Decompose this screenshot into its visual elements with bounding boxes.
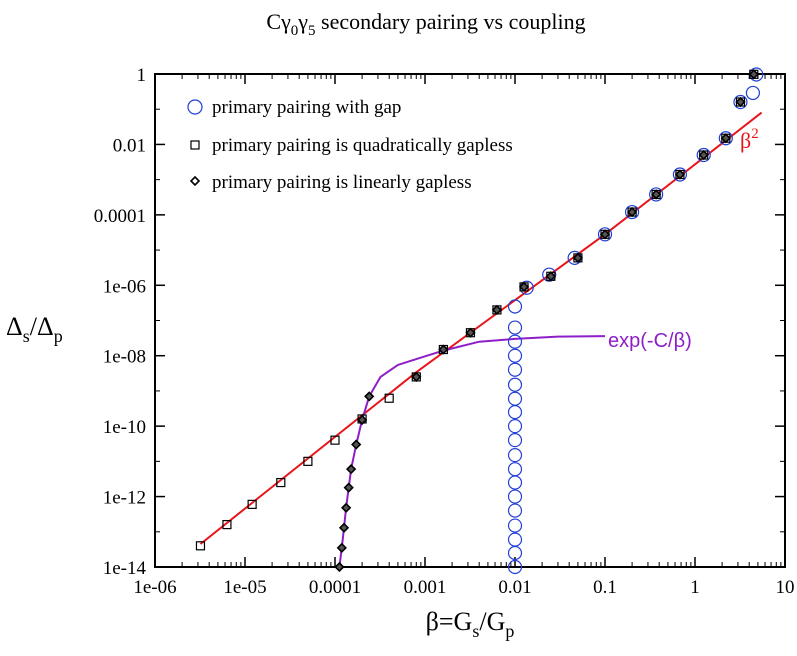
legend-item-gap: primary pairing with gap	[187, 97, 401, 118]
linear-diamond-marker	[651, 189, 662, 200]
linear-diamond-marker	[364, 391, 375, 402]
gap-circle-marker	[733, 94, 748, 110]
quadratic-square-marker	[330, 435, 340, 445]
linear-diamond-marker	[698, 149, 709, 161]
linear-diamond-marker	[545, 271, 556, 282]
gap-circle-marker	[507, 405, 523, 420]
x-tick-label: 10	[776, 577, 795, 598]
legend-diamond-marker	[189, 175, 201, 187]
gap-circle-marker	[507, 518, 523, 533]
linear-diamond-marker	[599, 229, 611, 240]
legend-circle-marker	[187, 99, 203, 115]
linear-diamond-marker	[438, 344, 449, 355]
quadratic-square-marker	[247, 499, 257, 509]
x-tick-label: 0.01	[498, 577, 531, 598]
y-tick-label: 1e-12	[103, 488, 146, 509]
quadratic-square-marker	[384, 393, 394, 403]
exp-curve	[338, 335, 606, 568]
linear-diamond-marker	[343, 482, 354, 493]
gap-circle-marker	[649, 187, 664, 202]
linear-diamond-marker	[341, 502, 352, 513]
gap-circle-marker	[507, 559, 523, 575]
gap-circle-marker	[507, 448, 523, 463]
linear-diamond-marker	[491, 304, 503, 316]
x-tick-label: 0.0001	[309, 577, 361, 598]
linear-diamond-marker	[334, 561, 345, 573]
y-tick-label: 1e-10	[103, 417, 146, 438]
gap-circle-marker	[507, 320, 523, 335]
gap-circle-marker	[507, 462, 523, 477]
gap-circle-marker	[597, 227, 613, 242]
gap-circle-marker	[507, 419, 523, 434]
gap-circle-marker	[718, 131, 733, 146]
x-tick-label: 1	[690, 577, 700, 598]
gap-circle-marker	[696, 147, 711, 163]
linear-diamond-marker	[356, 414, 368, 426]
y-tick-labels: 1 0.01 0.0001 1e-06 1e-08 1e-10 1e-12 1e-14	[94, 65, 147, 579]
y-tick-label: 1	[137, 65, 147, 86]
gap-circle-marker	[507, 433, 523, 448]
x-tick-label: 0.001	[404, 577, 447, 598]
linear-diamond-marker	[572, 252, 584, 264]
gap-circle-marker	[542, 267, 557, 282]
gap-circle-marker	[624, 204, 640, 220]
gap-circle-marker	[507, 475, 523, 490]
x-tick-label: 0.1	[593, 577, 617, 598]
linear-diamond-marker	[338, 522, 350, 533]
y-tick-label: 1e-06	[103, 276, 146, 297]
quadratic-square-marker	[276, 477, 286, 488]
x-tick-labels: 1e-06 1e-05 0.0001 0.001 0.01 0.1 1 10	[133, 577, 794, 598]
legend-label-linear: primary pairing is linearly gapless	[212, 172, 472, 193]
gap-circle-marker	[507, 377, 523, 392]
linear-diamond-marker	[351, 439, 362, 450]
linear-diamond-marker	[345, 464, 357, 475]
gap-circle-marker	[672, 167, 688, 182]
linear-diamond-marker	[626, 206, 638, 218]
y-axis-title: Δs/Δp	[6, 312, 63, 346]
legend-item-linear: primary pairing is linearly gapless	[189, 172, 472, 193]
quadratic-square-marker	[195, 541, 206, 551]
legend-square-marker	[190, 140, 200, 150]
y-tick-label: 1e-14	[103, 558, 147, 579]
x-tick-label: 1e-05	[223, 577, 266, 598]
beta-squared-label: β2	[740, 126, 759, 153]
y-tick-label: 1e-08	[103, 347, 146, 368]
gap-circle-marker	[507, 334, 523, 349]
quadratic-square-marker	[222, 519, 232, 530]
gap-circle-marker	[507, 348, 523, 363]
legend-label-gap: primary pairing with gap	[212, 97, 401, 118]
legend-item-quadratic: primary pairing is quadratically gapless	[190, 135, 513, 156]
exp-label: exp(-C/β)	[608, 330, 692, 352]
linear-diamond-marker	[735, 96, 746, 108]
x-tick-label: 1e-06	[133, 577, 176, 598]
gap-circle-marker	[507, 532, 523, 547]
linear-diamond-marker	[518, 281, 530, 293]
x-axis-title: β=Gs/Gp	[426, 607, 515, 641]
y-tick-label: 0.0001	[94, 206, 146, 227]
gap-circle-marker	[507, 362, 523, 377]
linear-diamond-marker	[720, 133, 731, 144]
gap-circle-marker	[507, 391, 523, 406]
linear-diamond-marker	[411, 371, 422, 383]
y-tick-label: 0.01	[113, 135, 146, 156]
gap-circle-marker	[507, 503, 523, 518]
legend: primary pairing with gap primary pairing…	[187, 97, 513, 193]
legend-label-quadratic: primary pairing is quadratically gapless	[212, 135, 513, 156]
linear-diamond-marker	[336, 542, 347, 553]
linear-diamond-marker	[465, 327, 476, 338]
linear-diamond-marker	[674, 169, 686, 180]
chart-title: Cγ0γ5 secondary pairing vs coupling	[266, 9, 585, 39]
gap-circle-marker	[507, 299, 523, 314]
markers	[195, 67, 764, 575]
quadratic-square-marker	[303, 456, 313, 466]
linear-diamond-marker	[748, 69, 759, 80]
gap-circle-marker	[745, 85, 761, 101]
gap-circle-marker	[507, 489, 523, 504]
